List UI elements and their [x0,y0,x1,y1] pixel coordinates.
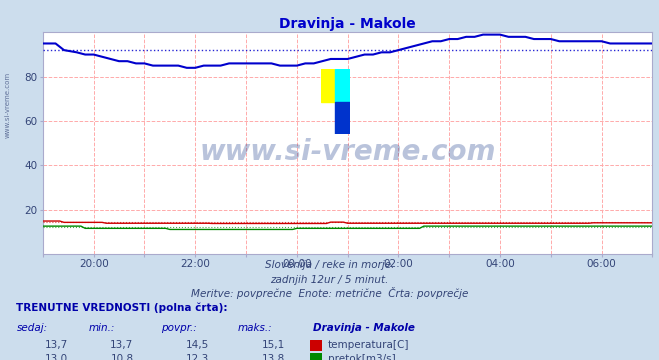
Text: 13,7: 13,7 [44,341,68,351]
Text: 15,1: 15,1 [262,341,285,351]
Text: Meritve: povprečne  Enote: metrične  Črta: povprečje: Meritve: povprečne Enote: metrične Črta:… [191,287,468,299]
Bar [320,69,335,102]
Text: TRENUTNE VREDNOSTI (polna črta):: TRENUTNE VREDNOSTI (polna črta): [16,303,228,314]
Text: www.si-vreme.com: www.si-vreme.com [5,72,11,138]
Text: 10,8: 10,8 [110,354,134,360]
Bar [335,102,351,134]
Text: min.:: min.: [89,323,115,333]
Text: temperatura[C]: temperatura[C] [328,341,409,351]
Text: sedaj:: sedaj: [16,323,47,333]
Text: 13,7: 13,7 [110,341,134,351]
Text: maks.:: maks.: [237,323,272,333]
Text: 12,3: 12,3 [186,354,210,360]
Text: 14,5: 14,5 [186,341,210,351]
Text: povpr.:: povpr.: [161,323,197,333]
Text: Dravinja - Makole: Dravinja - Makole [313,323,415,333]
Text: www.si-vreme.com: www.si-vreme.com [200,138,496,166]
Title: Dravinja - Makole: Dravinja - Makole [279,17,416,31]
Bar [335,69,351,102]
Text: 13,8: 13,8 [262,354,285,360]
Text: 13,0: 13,0 [44,354,68,360]
Text: zadnjih 12ur / 5 minut.: zadnjih 12ur / 5 minut. [270,275,389,285]
Text: pretok[m3/s]: pretok[m3/s] [328,354,395,360]
Text: Slovenija / reke in morje.: Slovenija / reke in morje. [265,260,394,270]
